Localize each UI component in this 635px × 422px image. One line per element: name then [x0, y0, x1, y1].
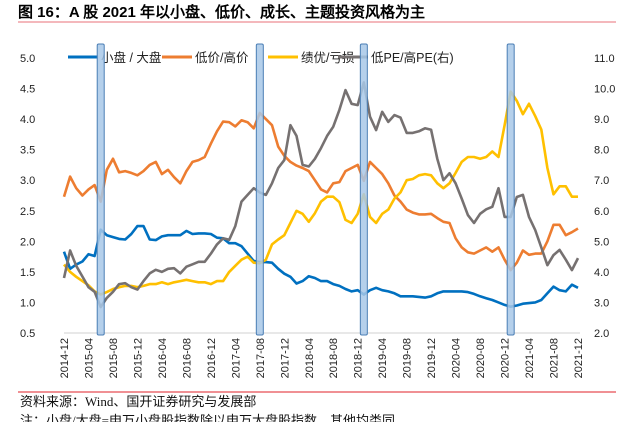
x-tick-label: 2019-04 [377, 338, 389, 378]
x-tick-label: 2020-08 [475, 338, 487, 378]
highlight-bars [96, 43, 515, 336]
y-axis-right: 11.0 10.0 9.0 8.0 7.0 6.0 5.0 4.0 3.0 2.0 [594, 53, 615, 340]
y-right-tick-label: 4.0 [594, 267, 609, 279]
x-tick-label: 2018-12 [353, 338, 365, 378]
y-left-tick-label: 5.0 [20, 53, 35, 65]
x-tick-label: 2016-12 [206, 338, 218, 378]
highlight-bar [506, 43, 515, 336]
legend-label: 小盘 / 大盘 [101, 50, 161, 65]
y-right-tick-label: 10.0 [594, 84, 615, 96]
legend-label: 低价/高价 [195, 50, 249, 65]
y-left-tick-label: 2.5 [20, 206, 35, 218]
note-text: 注：小盘/大盘=申万小盘股指数除以申万大盘股指数，其他均类同 [20, 413, 395, 422]
y-right-tick-label: 6.0 [594, 206, 609, 218]
x-tick-label: 2014-12 [59, 338, 71, 378]
y-left-tick-label: 1.5 [20, 267, 35, 279]
series-line-3 [62, 81, 580, 309]
x-axis: 2014-12 2015-04 2015-08 2015-12 2016-04 2016-… [59, 338, 585, 378]
x-tick-label: 2018-04 [304, 338, 316, 378]
y-left-tick-label: 4.0 [20, 114, 35, 126]
x-tick-label: 2018-08 [328, 338, 340, 378]
highlight-bar [359, 43, 368, 336]
y-right-tick-label: 5.0 [594, 236, 609, 248]
highlight-bar [255, 43, 264, 336]
x-tick-label: 2017-12 [279, 338, 291, 378]
series-line-0 [62, 224, 579, 308]
legend-label: 绩优/亏损 [301, 51, 355, 65]
y-left-tick-label: 1.0 [20, 297, 35, 309]
source-text: 资料来源：Wind、国开证券研究与发展部 [20, 394, 256, 409]
series-layer [62, 81, 580, 309]
x-tick-label: 2015-04 [83, 338, 95, 378]
x-tick-label: 2019-12 [426, 338, 438, 378]
x-tick-label: 2021-12 [573, 338, 585, 378]
y-left-tick-label: 0.5 [20, 328, 35, 340]
x-tick-label: 2020-12 [500, 338, 512, 378]
y-left-tick-label: 3.0 [20, 175, 35, 187]
y-right-tick-label: 2.0 [594, 328, 609, 340]
x-tick-label: 2021-08 [549, 338, 561, 378]
y-left-tick-label: 3.5 [20, 145, 35, 157]
x-tick-label: 2015-12 [132, 338, 144, 378]
figure-title: 图 16：A 股 2021 年以小盘、低价、成长、主题投资风格为主 [18, 3, 425, 21]
y-left-tick-label: 2.0 [20, 236, 35, 248]
x-tick-label: 2021-04 [524, 338, 536, 378]
x-tick-label: 2017-08 [255, 338, 267, 378]
series-line-2 [63, 90, 578, 296]
y-right-tick-label: 11.0 [594, 53, 615, 65]
y-left-tick-label: 4.5 [20, 84, 35, 96]
x-tick-label: 2016-08 [181, 338, 193, 378]
x-tick-label: 2020-04 [451, 338, 463, 378]
x-tick-label: 2016-04 [157, 338, 169, 378]
highlight-bar [96, 43, 105, 336]
legend-label: 低PE/高PE(右) [371, 50, 454, 65]
y-right-tick-label: 9.0 [594, 114, 609, 126]
y-axis-left: 5.0 4.5 4.0 3.5 3.0 2.5 2.0 1.5 1.0 0.5 [20, 53, 35, 340]
x-tick-label: 2019-08 [402, 338, 414, 378]
x-tick-label: 2015-08 [108, 338, 120, 378]
series-line-1 [62, 111, 579, 272]
x-tick-label: 2017-04 [230, 338, 242, 378]
y-right-tick-label: 3.0 [594, 297, 609, 309]
y-right-tick-label: 7.0 [594, 175, 609, 187]
y-right-tick-label: 8.0 [594, 145, 609, 157]
legend: 小盘 / 大盘 低价/高价 绩优/亏损 低PE/高PE(右) [68, 50, 454, 65]
